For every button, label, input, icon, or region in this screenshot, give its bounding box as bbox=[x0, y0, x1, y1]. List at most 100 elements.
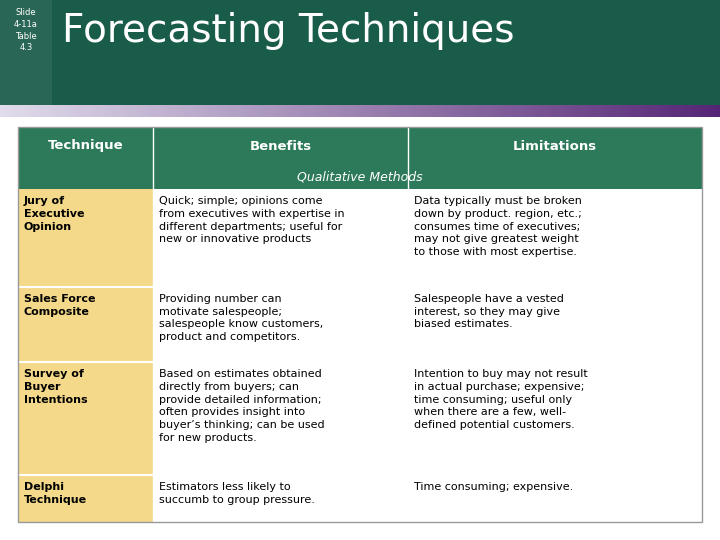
Bar bbox=[180, 105, 184, 117]
Text: Limitations: Limitations bbox=[513, 139, 597, 152]
Bar bbox=[101, 105, 104, 117]
Bar bbox=[454, 105, 457, 117]
Bar bbox=[421, 105, 425, 117]
Bar bbox=[295, 105, 299, 117]
Bar bbox=[90, 105, 94, 117]
Text: Survey of
Buyer
Intentions: Survey of Buyer Intentions bbox=[24, 369, 88, 404]
Bar bbox=[187, 105, 191, 117]
Bar bbox=[634, 105, 637, 117]
Bar bbox=[148, 105, 151, 117]
Bar bbox=[288, 105, 292, 117]
Bar bbox=[353, 105, 356, 117]
Bar bbox=[533, 105, 536, 117]
Bar bbox=[259, 105, 263, 117]
Bar bbox=[86, 105, 90, 117]
Bar bbox=[688, 105, 691, 117]
Bar bbox=[655, 105, 659, 117]
Text: Technique: Technique bbox=[48, 139, 123, 152]
Bar bbox=[331, 105, 335, 117]
Bar bbox=[223, 105, 227, 117]
Bar bbox=[234, 105, 238, 117]
Text: Intention to buy may not result
in actual purchase; expensive;
time consuming; u: Intention to buy may not result in actua… bbox=[414, 369, 588, 430]
Bar bbox=[716, 105, 720, 117]
Bar bbox=[547, 105, 551, 117]
Text: Benefits: Benefits bbox=[249, 139, 312, 152]
Bar bbox=[497, 105, 500, 117]
Bar bbox=[346, 105, 349, 117]
Bar bbox=[572, 105, 576, 117]
Bar bbox=[4, 105, 7, 117]
Bar bbox=[166, 105, 169, 117]
Bar bbox=[153, 362, 408, 475]
Bar bbox=[408, 189, 702, 287]
Bar bbox=[18, 287, 153, 362]
Bar bbox=[464, 105, 468, 117]
Bar bbox=[425, 105, 428, 117]
Bar bbox=[22, 105, 25, 117]
Bar bbox=[153, 475, 408, 522]
Bar bbox=[94, 105, 97, 117]
Bar bbox=[68, 105, 72, 117]
Bar bbox=[374, 105, 378, 117]
Bar bbox=[212, 105, 216, 117]
Bar bbox=[410, 105, 414, 117]
Bar bbox=[385, 105, 389, 117]
Bar bbox=[594, 105, 598, 117]
Text: Based on estimates obtained
directly from buyers; can
provide detailed informati: Based on estimates obtained directly fro… bbox=[159, 369, 325, 443]
Bar bbox=[371, 105, 374, 117]
Bar bbox=[335, 105, 338, 117]
Bar bbox=[266, 105, 270, 117]
Bar bbox=[328, 105, 331, 117]
Bar bbox=[576, 105, 580, 117]
Bar bbox=[349, 105, 353, 117]
Bar bbox=[382, 105, 385, 117]
Bar bbox=[619, 105, 623, 117]
Bar bbox=[18, 189, 153, 287]
Bar bbox=[529, 105, 533, 117]
Bar bbox=[14, 105, 18, 117]
Bar bbox=[396, 105, 400, 117]
Bar bbox=[439, 105, 443, 117]
Bar bbox=[198, 105, 202, 117]
Bar bbox=[659, 105, 662, 117]
Bar bbox=[238, 105, 241, 117]
Bar bbox=[40, 105, 43, 117]
Bar bbox=[652, 105, 655, 117]
Bar bbox=[443, 105, 446, 117]
Bar bbox=[461, 105, 464, 117]
Bar bbox=[115, 105, 119, 117]
Bar bbox=[50, 105, 54, 117]
Bar bbox=[220, 105, 223, 117]
Bar bbox=[468, 105, 472, 117]
Bar bbox=[137, 105, 140, 117]
Bar bbox=[408, 287, 702, 362]
Bar bbox=[205, 105, 209, 117]
Bar bbox=[706, 105, 709, 117]
Bar bbox=[408, 362, 702, 475]
Bar bbox=[414, 105, 418, 117]
Bar bbox=[274, 105, 277, 117]
Bar bbox=[702, 105, 706, 117]
Bar bbox=[194, 105, 198, 117]
Bar bbox=[79, 105, 83, 117]
Bar bbox=[313, 105, 317, 117]
Bar bbox=[356, 105, 360, 117]
Bar bbox=[18, 105, 22, 117]
Bar bbox=[644, 105, 648, 117]
Bar bbox=[536, 105, 540, 117]
Bar bbox=[202, 105, 205, 117]
Bar bbox=[551, 105, 554, 117]
Bar bbox=[277, 105, 281, 117]
Text: Delphi
Technique: Delphi Technique bbox=[24, 482, 87, 505]
Bar bbox=[342, 105, 346, 117]
Bar bbox=[18, 165, 702, 189]
Bar bbox=[630, 105, 634, 117]
Bar bbox=[684, 105, 688, 117]
Bar bbox=[500, 105, 504, 117]
Bar bbox=[436, 105, 439, 117]
Bar bbox=[526, 105, 529, 117]
Bar bbox=[126, 105, 130, 117]
Bar bbox=[32, 105, 36, 117]
Bar bbox=[562, 105, 565, 117]
Bar bbox=[428, 105, 432, 117]
